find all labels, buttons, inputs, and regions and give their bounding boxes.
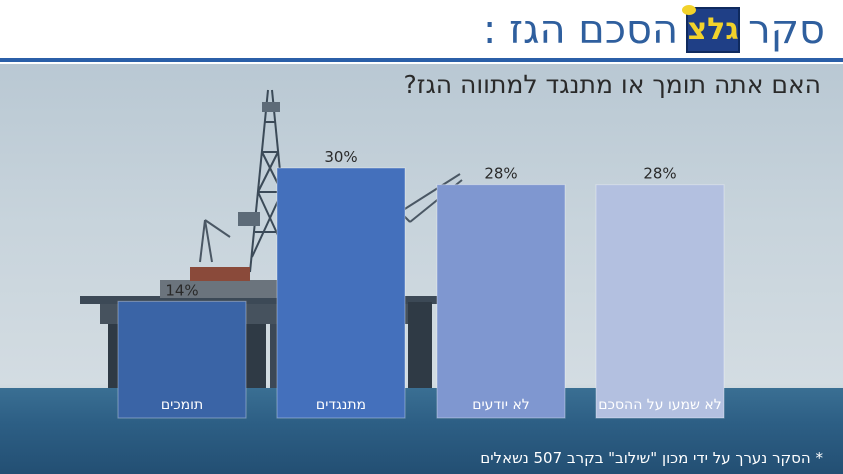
bar-value-label: 30% — [324, 148, 357, 166]
bar-2 — [276, 167, 406, 419]
header-rule — [0, 58, 843, 62]
title-topic: : הסכם הגז — [482, 7, 679, 53]
title-word-survey: סקר — [748, 7, 825, 53]
bar-3 — [436, 184, 566, 419]
survey-question: האם אתה תומך או מתנגד למתווה הגז? — [403, 70, 821, 99]
bar-category-label: לא יודעים — [472, 397, 530, 413]
bar-category-label: מתנגדים — [316, 397, 366, 413]
bar-value-label: 28% — [484, 165, 517, 183]
bar-category-label: לא שמעו על ההסכם — [598, 397, 721, 413]
bar-value-label: 14% — [165, 281, 198, 299]
header: סקר גלצ : הסכם הגז — [0, 0, 843, 64]
bar-4 — [595, 184, 725, 419]
logo-bubble-icon — [682, 5, 697, 15]
logo-text: גלצ — [687, 12, 739, 47]
bar-category-label: תומכים — [161, 397, 203, 413]
page-title: סקר גלצ : הסכם הגז — [482, 5, 825, 54]
station-logo: גלצ — [682, 5, 741, 53]
bar-1 — [117, 300, 247, 419]
bar-value-label: 28% — [643, 165, 676, 183]
footnote: * הסקר נערך על ידי מכון "שילוב" בקרב 507… — [480, 449, 823, 467]
